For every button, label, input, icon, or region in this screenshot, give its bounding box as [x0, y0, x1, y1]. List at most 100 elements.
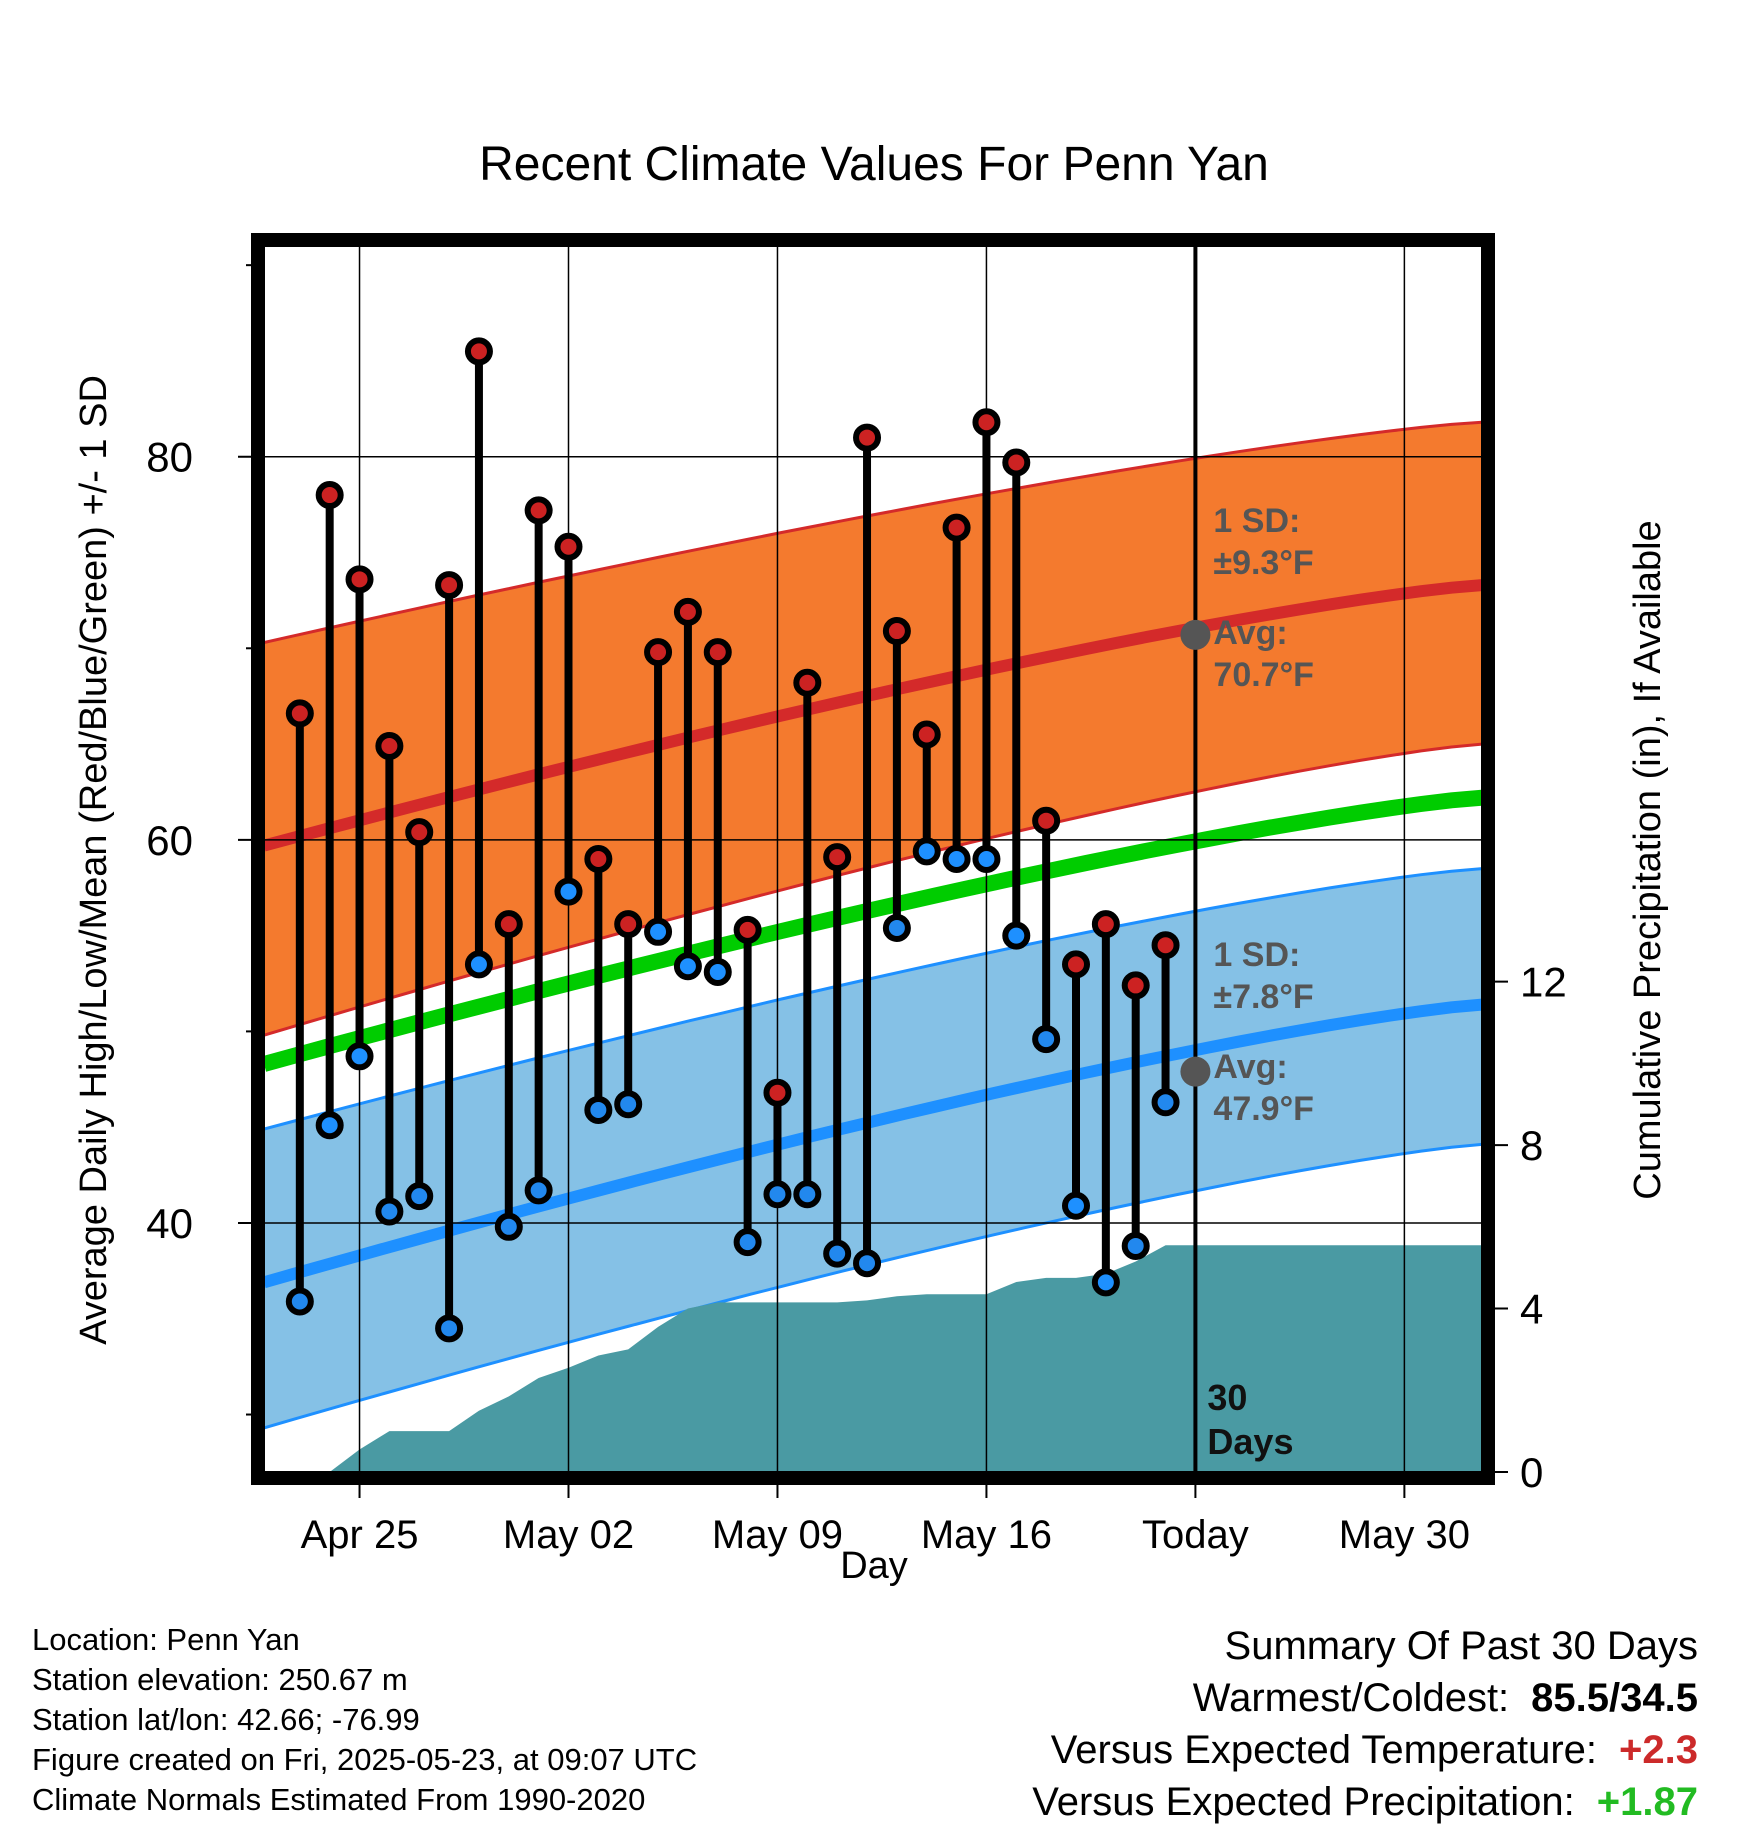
daily-high-point	[703, 638, 732, 667]
daily-low-point	[614, 1090, 643, 1119]
daily-low-point	[1032, 1025, 1061, 1054]
daily-high-point	[1091, 910, 1120, 939]
annotation-low-line: ±7.8°F	[1213, 978, 1313, 1016]
daily-high-point	[644, 638, 673, 667]
annotation-low-line: Avg:	[1213, 1048, 1287, 1086]
x-axis-label: Day	[840, 1545, 908, 1587]
y2-axis-label: Cumulative Precipitation (in), If Availa…	[1627, 520, 1669, 1199]
x-tick-label: May 16	[921, 1513, 1052, 1557]
daily-low-point	[733, 1228, 762, 1257]
warmest-coldest-label: Warmest/Coldest:	[1192, 1676, 1510, 1720]
daily-high-point	[554, 532, 583, 561]
daily-high-point	[285, 699, 314, 728]
high-lower-line	[264, 742, 1482, 1037]
daily-high-point	[942, 513, 971, 542]
today-window-label: Days	[1207, 1421, 1293, 1462]
annotation-high-line: Avg:	[1213, 614, 1287, 652]
daily-high-point	[793, 668, 822, 697]
daily-low-point	[345, 1042, 374, 1071]
chart-title: Recent Climate Values For Penn Yan	[479, 138, 1269, 191]
annotation-high-line: 1 SD:	[1213, 502, 1300, 540]
daily-high-point	[494, 910, 523, 939]
x-tick-label: Apr 25	[301, 1513, 419, 1557]
high-avg-line	[264, 579, 1482, 852]
daily-high-point	[524, 496, 553, 525]
daily-low-point	[494, 1212, 523, 1241]
x-tick-label: Today	[1142, 1513, 1249, 1557]
daily-low-point	[285, 1287, 314, 1316]
summary-panel: Summary Of Past 30 Days Warmest/Coldest:…	[1032, 1620, 1698, 1828]
daily-low-point	[584, 1095, 613, 1124]
plot-clip-group	[264, 246, 1482, 1472]
summary-heading: Summary Of Past 30 Days	[1224, 1624, 1698, 1668]
today-avg-marker	[1180, 619, 1211, 650]
annotation-high-line: 70.7°F	[1213, 656, 1314, 694]
x-tick-label: May 09	[712, 1513, 843, 1557]
daily-low-point	[793, 1180, 822, 1209]
y2-tick-label: 4	[1520, 1286, 1543, 1333]
daily-high-point	[464, 337, 493, 366]
daily-high-point	[315, 481, 344, 510]
low-upper-line	[264, 867, 1482, 1131]
daily-low-point	[1062, 1191, 1090, 1220]
daily-high-point	[1002, 448, 1031, 477]
daily-low-point	[763, 1180, 792, 1209]
daily-high-point	[972, 408, 1001, 437]
daily-low-point	[435, 1314, 464, 1343]
daily-high-point	[823, 843, 852, 872]
daily-low-point	[1002, 921, 1031, 950]
y2-tick-label: 0	[1520, 1449, 1543, 1496]
y2-tick-label: 8	[1520, 1122, 1543, 1169]
today-avg-marker	[1180, 1056, 1211, 1087]
daily-low-point	[464, 950, 493, 979]
x-tick-label: May 02	[503, 1513, 634, 1557]
daily-low-point	[1121, 1231, 1150, 1260]
y-tick-label: 60	[146, 817, 193, 864]
warmest-coldest-value: 85.5/34.5	[1531, 1676, 1698, 1720]
daily-high-point	[1062, 950, 1090, 979]
precip-anomaly-value: +1.87	[1596, 1780, 1698, 1824]
daily-high-point	[584, 845, 613, 873]
warmest-coldest-row: Warmest/Coldest: 85.5/34.5	[1032, 1672, 1698, 1724]
annotation-low-line: 1 SD:	[1213, 936, 1300, 974]
daily-high-point	[853, 423, 882, 452]
mean-avg-line	[264, 789, 1482, 1072]
daily-low-point	[882, 913, 911, 942]
precip-anomaly-row: Versus Expected Precipitation: +1.87	[1032, 1776, 1698, 1828]
temp-anomaly-label: Versus Expected Temperature:	[1050, 1728, 1598, 1772]
temp-anomaly-value: +2.3	[1619, 1728, 1698, 1772]
daily-low-point	[673, 952, 702, 981]
daily-low-point	[703, 958, 732, 987]
daily-low-point	[315, 1111, 344, 1140]
today-window-label: 30	[1207, 1377, 1247, 1418]
daily-low-point	[375, 1197, 404, 1226]
temp-anomaly-row: Versus Expected Temperature: +2.3	[1032, 1724, 1698, 1776]
daily-high-point	[882, 617, 911, 646]
daily-low-point	[912, 837, 941, 866]
annotation-low-line: 47.9°F	[1213, 1090, 1314, 1128]
climate-chart: Recent Climate Values For Penn Yan 1 SD:…	[73, 138, 1669, 1587]
daily-high-point	[912, 720, 941, 749]
precip-anomaly-label: Versus Expected Precipitation:	[1032, 1780, 1575, 1824]
daily-high-point	[614, 910, 643, 939]
created-text: Figure created on Fri, 2025-05-23, at 09…	[32, 1742, 698, 1777]
annotation-high-line: ±9.3°F	[1213, 544, 1313, 582]
normals-text: Climate Normals Estimated From 1990-2020	[32, 1782, 646, 1817]
daily-high-point	[1032, 806, 1061, 835]
location-text: Location: Penn Yan	[32, 1622, 300, 1657]
daily-low-point	[972, 845, 1001, 873]
daily-high-point	[1121, 971, 1150, 1000]
station-info: Location: Penn Yan Station elevation: 25…	[32, 1620, 697, 1820]
daily-low-point	[1151, 1088, 1180, 1117]
daily-low-point	[942, 845, 971, 873]
daily-low-point	[823, 1239, 852, 1268]
low-avg-line	[264, 998, 1482, 1289]
daily-high-point	[763, 1078, 792, 1107]
plot-area: 1 SD: ±9.3°F Avg: 70.7°F 1 SD: ±7.8°F Avg: 47.9…	[146, 233, 1567, 1557]
daily-low-point	[524, 1176, 553, 1205]
y-tick-label: 40	[146, 1200, 193, 1247]
daily-high-point	[375, 731, 404, 760]
daily-high-point	[405, 818, 434, 847]
daily-high-point	[345, 565, 374, 594]
daily-high-point	[673, 597, 702, 626]
